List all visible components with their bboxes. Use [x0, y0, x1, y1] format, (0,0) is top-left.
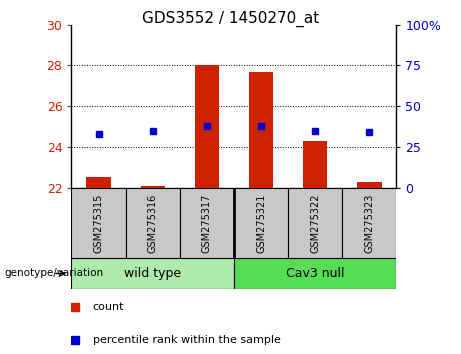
Bar: [180, 188, 234, 258]
Bar: [249, 72, 273, 188]
Text: GSM275316: GSM275316: [148, 193, 158, 253]
Text: GDS3552 / 1450270_at: GDS3552 / 1450270_at: [142, 11, 319, 27]
Text: genotype/variation: genotype/variation: [5, 268, 104, 279]
Text: Cav3 null: Cav3 null: [286, 267, 344, 280]
Text: GSM275323: GSM275323: [364, 193, 374, 253]
Text: GSM275322: GSM275322: [310, 193, 320, 253]
Text: GSM275321: GSM275321: [256, 193, 266, 253]
Bar: [71, 258, 234, 289]
Bar: [234, 258, 396, 289]
Bar: [71, 188, 125, 258]
Text: GSM275315: GSM275315: [94, 193, 104, 253]
Bar: [342, 188, 396, 258]
Bar: [288, 188, 342, 258]
Text: GSM275317: GSM275317: [202, 193, 212, 253]
Bar: [141, 185, 165, 188]
Bar: [86, 177, 111, 188]
Bar: [357, 182, 382, 188]
Bar: [234, 188, 288, 258]
Bar: [195, 65, 219, 188]
Text: percentile rank within the sample: percentile rank within the sample: [93, 335, 280, 344]
Bar: [125, 188, 180, 258]
Text: count: count: [93, 302, 124, 312]
Text: wild type: wild type: [124, 267, 181, 280]
Bar: [303, 141, 327, 188]
